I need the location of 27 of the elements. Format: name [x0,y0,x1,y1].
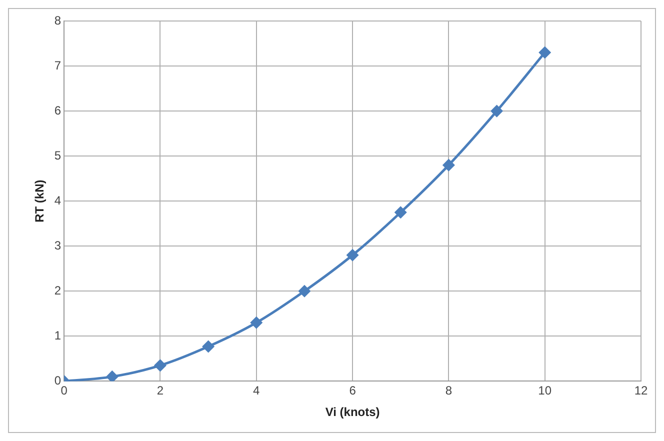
x-tick-label: 10 [538,384,552,398]
point [539,46,551,58]
point [154,360,166,372]
y-tick-label: 1 [54,328,62,342]
x-tick-label: 4 [253,384,260,398]
y-tick-label: 8 [54,13,62,28]
x-tick-label: 8 [445,384,452,398]
y-tick-label: 2 [54,283,62,298]
x-axis-title: Vi (knots) [325,405,380,420]
x-tick-label: 6 [349,384,356,398]
point [346,249,358,261]
point [442,159,454,171]
point [250,316,262,328]
point [394,206,406,218]
y-axis-title: RT (kN) [32,180,47,222]
point [106,370,118,382]
y-tick-label: 0 [54,374,62,388]
point [298,285,310,297]
y-tick-label: 6 [54,103,62,118]
point [491,105,503,117]
point [202,340,214,352]
x-tick-label: 2 [156,384,164,398]
x-tick-label: 12 [634,384,648,398]
y-tick-label: 7 [54,58,62,72]
y-tick-label: 5 [54,148,62,162]
y-tick-label: 4 [54,193,62,208]
y-tick-label: 3 [54,238,62,252]
